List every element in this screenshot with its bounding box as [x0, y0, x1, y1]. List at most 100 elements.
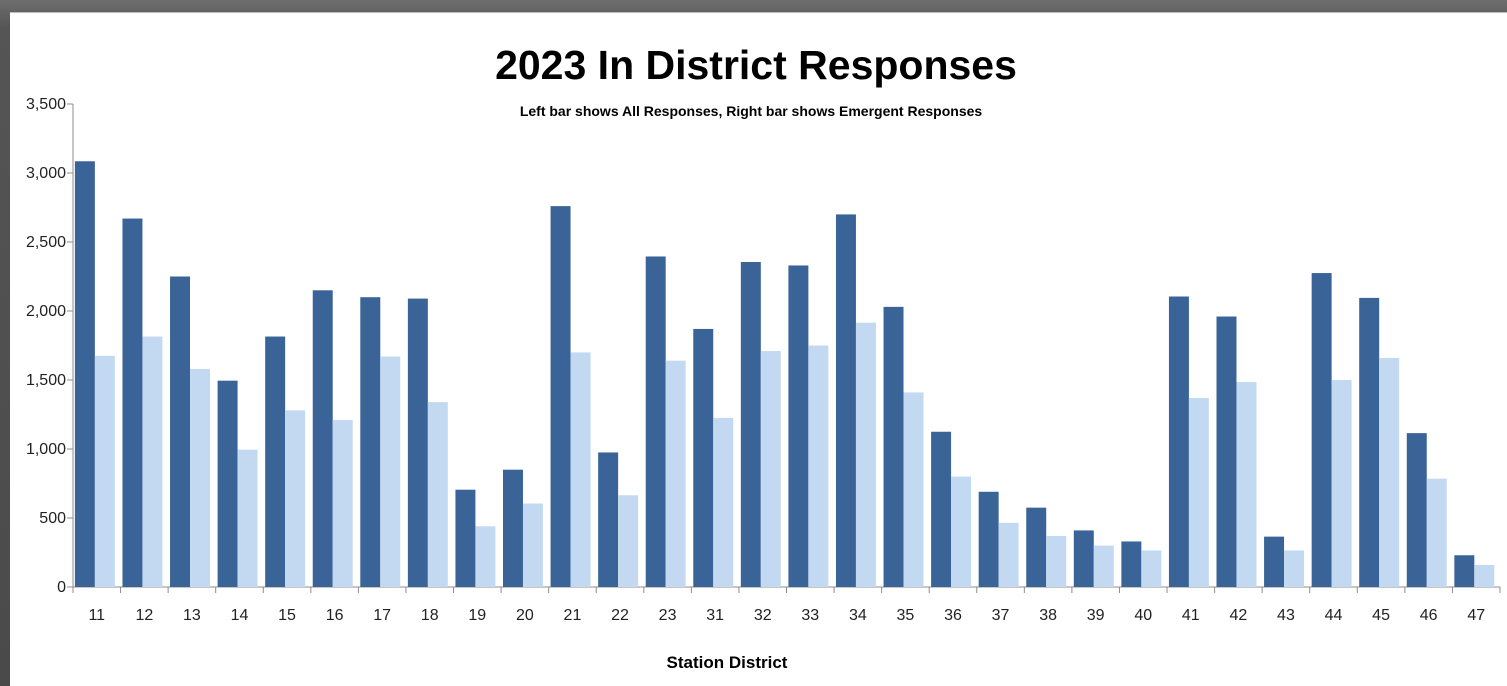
- x-tick-label: 41: [1182, 607, 1200, 624]
- x-tick-label: 38: [1039, 607, 1057, 624]
- x-tick-label: 18: [421, 607, 439, 624]
- bar-all-responses: [788, 265, 809, 587]
- bar-emergent-responses: [1331, 380, 1352, 587]
- y-tick-label: 500: [39, 510, 66, 527]
- bar-emergent-responses: [951, 476, 972, 587]
- x-tick-label: 34: [849, 607, 867, 624]
- bar-all-responses: [978, 491, 999, 587]
- x-tick-label: 37: [992, 607, 1010, 624]
- bar-emergent-responses: [427, 402, 448, 587]
- bar-emergent-responses: [1379, 357, 1400, 587]
- bar-emergent-responses: [94, 355, 115, 587]
- bar-all-responses: [74, 161, 95, 587]
- x-tick-label: 35: [897, 607, 915, 624]
- x-tick-label: 46: [1420, 607, 1438, 624]
- bar-emergent-responses: [903, 392, 924, 587]
- bar-all-responses: [1311, 273, 1332, 587]
- bar-emergent-responses: [1046, 535, 1067, 587]
- y-tick-label: 2,500: [26, 234, 66, 251]
- bar-all-responses: [312, 290, 333, 587]
- bar-all-responses: [1073, 530, 1094, 587]
- bar-emergent-responses: [1474, 564, 1495, 587]
- x-tick-label: 31: [706, 607, 724, 624]
- bar-emergent-responses: [475, 526, 496, 587]
- bar-emergent-responses: [808, 345, 829, 587]
- bar-all-responses: [1026, 507, 1047, 587]
- x-tick-label: 32: [754, 607, 772, 624]
- bar-emergent-responses: [570, 352, 591, 587]
- x-tick-label: 44: [1325, 607, 1343, 624]
- bar-emergent-responses: [190, 368, 210, 587]
- x-tick-label: 15: [278, 607, 296, 624]
- x-tick-label: 39: [1087, 607, 1105, 624]
- bar-all-responses: [1454, 555, 1475, 587]
- bar-all-responses: [1168, 296, 1189, 587]
- bars-group: [74, 161, 1495, 588]
- bar-all-responses: [598, 452, 619, 587]
- bar-emergent-responses: [1426, 478, 1447, 587]
- y-tick-label: 0: [57, 579, 66, 596]
- bar-all-responses: [693, 328, 714, 587]
- bar-all-responses: [835, 214, 856, 587]
- bar-emergent-responses: [1236, 382, 1257, 587]
- x-tick-label: 33: [801, 607, 819, 624]
- bar-emergent-responses: [142, 336, 163, 587]
- bar-emergent-responses: [1141, 550, 1162, 587]
- x-tick-label: 14: [231, 607, 249, 624]
- bar-all-responses: [1359, 297, 1380, 587]
- x-tick-label: 42: [1229, 607, 1247, 624]
- chart-subtitle: Left bar shows All Responses, Right bar …: [520, 103, 983, 119]
- bar-emergent-responses: [332, 420, 353, 587]
- chart-area: 2023 In District Responses Left bar show…: [10, 12, 1507, 686]
- x-tick-label: 11: [88, 607, 105, 624]
- x-tick-label: 17: [373, 607, 391, 624]
- bar-chart: 2023 In District Responses Left bar show…: [26, 42, 1501, 672]
- x-tick-label: 12: [135, 607, 153, 624]
- bar-all-responses: [550, 206, 571, 587]
- x-tick-label: 19: [468, 607, 486, 624]
- bar-all-responses: [455, 489, 476, 587]
- bar-all-responses: [1121, 541, 1142, 587]
- bar-all-responses: [883, 306, 904, 587]
- bar-all-responses: [1264, 536, 1285, 587]
- bar-all-responses: [503, 469, 523, 587]
- bar-all-responses: [645, 256, 666, 587]
- bar-all-responses: [931, 431, 952, 587]
- bar-emergent-responses: [665, 360, 686, 587]
- x-tick-label: 43: [1277, 607, 1295, 624]
- x-tick-label: 45: [1372, 607, 1390, 624]
- bar-all-responses: [265, 336, 286, 587]
- x-tick-label: 23: [659, 607, 677, 624]
- x-tick-label: 40: [1134, 607, 1152, 624]
- x-tick-label: 36: [944, 607, 962, 624]
- x-axis-title: Station District: [667, 653, 788, 672]
- bar-all-responses: [360, 297, 381, 587]
- bar-emergent-responses: [285, 410, 306, 587]
- bar-emergent-responses: [855, 322, 876, 587]
- bar-emergent-responses: [1188, 397, 1209, 587]
- bar-emergent-responses: [760, 351, 781, 587]
- bar-emergent-responses: [998, 522, 1019, 587]
- y-tick-label: 3,000: [26, 165, 66, 182]
- bar-emergent-responses: [522, 503, 543, 587]
- x-tick-label: 16: [326, 607, 344, 624]
- x-tick-label: 47: [1467, 607, 1485, 624]
- bar-emergent-responses: [713, 417, 734, 587]
- x-tick-label: 21: [564, 607, 582, 624]
- y-tick-label: 1,000: [26, 441, 66, 458]
- bar-all-responses: [217, 380, 238, 587]
- bar-all-responses: [1216, 316, 1237, 587]
- bar-emergent-responses: [1284, 550, 1305, 587]
- bar-emergent-responses: [1093, 545, 1114, 587]
- y-tick-label: 2,000: [26, 303, 66, 320]
- y-axis: 0 500 1,000 1,500 2,000 2,500 3,000 3,500: [26, 96, 74, 596]
- bar-emergent-responses: [380, 356, 401, 587]
- bar-emergent-responses: [237, 449, 258, 587]
- chart-title: 2023 In District Responses: [495, 42, 1017, 88]
- bar-all-responses: [1406, 433, 1427, 587]
- x-axis: 11 12 13 14 15 16 17 18 19 20 21 22 23 31 32 33 34 35 36 37…: [72, 586, 1501, 624]
- y-tick-label: 1,500: [26, 372, 66, 389]
- x-tick-label: 20: [516, 607, 534, 624]
- bar-all-responses: [740, 262, 761, 587]
